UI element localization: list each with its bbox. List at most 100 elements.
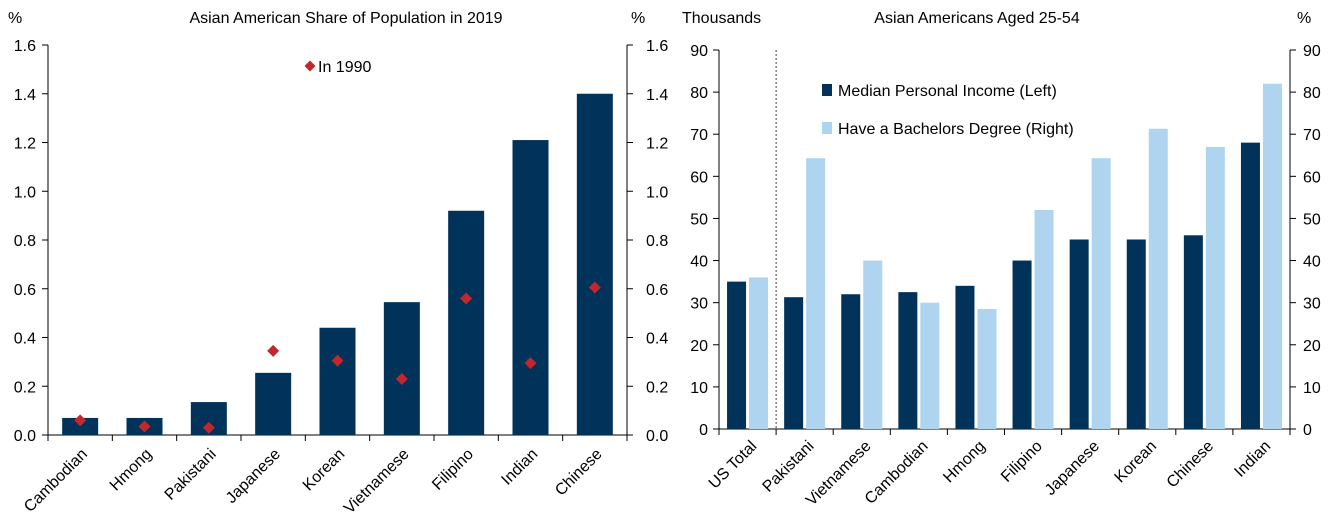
right-chart-bar-bachelors-korean: [1148, 128, 1168, 429]
right-chart-bar-income-korean: [1126, 239, 1146, 429]
left-chart-ytick-left-label: 0.6: [14, 282, 36, 299]
right-chart-bar-income-cambodian: [898, 292, 918, 429]
right-chart-ytick-left-label: 40: [690, 254, 708, 271]
right-chart-bar-income-vietnamese: [841, 294, 861, 429]
left-chart-category-label: Pakistani: [162, 446, 220, 504]
right-chart-ytick-right-label: 10: [1303, 380, 1321, 397]
left-chart-category-label: Hmong: [107, 446, 155, 494]
right-chart-ytick-right-label: 20: [1303, 338, 1321, 355]
right-chart-bar-bachelors-vietnamese: [863, 260, 883, 429]
right-chart-legend-income-label: Median Personal Income (Left): [838, 83, 1057, 100]
left-chart-ytick-right-label: 0.2: [646, 379, 668, 396]
right-chart-left-axis-unit: Thousands: [682, 10, 761, 27]
left-chart-bar-filipino: [448, 210, 485, 435]
right-chart-title: Asian Americans Aged 25-54: [874, 10, 1080, 27]
right-chart-ytick-left-label: 30: [690, 296, 708, 313]
right-chart-ytick-left-label: 70: [690, 127, 708, 144]
left-chart-marker-1990-vietnamese: [395, 372, 408, 385]
left-chart-category-label: Filipino: [429, 446, 477, 494]
left-chart-ytick-right-label: 0.4: [646, 331, 668, 348]
right-chart-bar-bachelors-hmong: [977, 308, 997, 429]
right-chart-category-label: Japanese: [1042, 438, 1103, 499]
right-chart-bar-income-indian: [1240, 142, 1260, 429]
right-chart-bar-bachelors-cambodian: [920, 302, 940, 429]
right-chart-bar-income-japanese: [1069, 239, 1089, 429]
right-chart-bar-income-hmong: [955, 285, 975, 429]
left-chart-marker-1990-japanese: [267, 344, 280, 357]
right-chart-category-label: Chinese: [1164, 438, 1218, 492]
right-chart-category-label: Pakistani: [760, 438, 818, 496]
left-chart-ytick-right-label: 1.0: [646, 184, 668, 201]
left-chart-ytick-left-label: 1.0: [14, 184, 36, 201]
left-chart-bar-cambodian: [62, 417, 99, 435]
right-chart-category-label: US Total: [706, 438, 761, 493]
left-chart-ytick-right-label: 0.6: [646, 282, 668, 299]
left-chart-ytick-left-label: 1.4: [14, 87, 36, 104]
right-chart-ytick-left-label: 10: [690, 380, 708, 397]
right-chart-bar-income-pakistani: [784, 297, 804, 429]
left-chart-right-axis-unit: %: [631, 10, 645, 27]
left-chart-marker-1990-chinese: [588, 281, 601, 294]
left-chart-ytick-left-label: 1.6: [14, 38, 36, 55]
right-chart-ytick-right-label: 30: [1303, 296, 1321, 313]
left-chart-legend-label: In 1990: [318, 59, 371, 76]
left-chart-category-label: Vietnamese: [341, 446, 413, 518]
right-chart-ytick-left-label: 90: [690, 43, 708, 60]
right-chart-category-label: Korean: [1112, 438, 1161, 487]
right-chart-bar-bachelors-pakistani: [806, 158, 826, 429]
left-chart-bar-korean: [319, 327, 356, 435]
right-chart-category-label: Hmong: [940, 438, 988, 486]
right-chart-ytick-right-label: 70: [1303, 127, 1321, 144]
right-chart: 0 0 10 10 20 20 30 30 40 40 50 50 60 60 70 70 80 80 90 90 US…: [690, 43, 1321, 509]
right-chart-ytick-right-label: 50: [1303, 211, 1321, 228]
right-chart-legend-bachelors-label: Have a Bachelors Degree (Right): [838, 121, 1074, 138]
left-chart-bar-indian: [512, 140, 549, 435]
right-chart-bar-bachelors-filipino: [1034, 210, 1054, 429]
right-chart-ytick-left-label: 20: [690, 338, 708, 355]
left-chart-ytick-right-label: 1.2: [646, 136, 668, 153]
right-chart-bar-income-us-total: [727, 281, 747, 429]
right-chart-ytick-left-label: 0: [699, 422, 708, 439]
left-chart-marker-1990-cambodian: [74, 414, 87, 427]
left-chart-ytick-left-label: 0.2: [14, 379, 36, 396]
left-chart-ytick-right-label: 1.4: [646, 87, 668, 104]
right-chart-ytick-right-label: 80: [1303, 85, 1321, 102]
left-chart-bar-chinese: [576, 93, 613, 435]
right-chart-bar-income-chinese: [1183, 235, 1203, 429]
left-chart-category-label: Japanese: [223, 446, 284, 507]
left-chart-ytick-left-label: 0.8: [14, 233, 36, 250]
right-chart-bar-bachelors-chinese: [1205, 146, 1225, 429]
left-chart-left-axis-unit: %: [8, 10, 22, 27]
right-chart-ytick-left-label: 50: [690, 211, 708, 228]
left-chart-ytick-left-label: 1.2: [14, 136, 36, 153]
left-chart-marker-1990-indian: [524, 357, 537, 370]
right-chart-legend-bachelors-swatch: [822, 122, 832, 134]
left-chart-marker-1990-filipino: [460, 292, 473, 305]
right-chart-ytick-right-label: 90: [1303, 43, 1321, 60]
left-chart-ytick-right-label: 0.8: [646, 233, 668, 250]
left-chart-ytick-right-label: 1.6: [646, 38, 668, 55]
right-chart-ytick-right-label: 40: [1303, 254, 1321, 271]
left-chart: 0.0 0.0 0.2 0.2 0.4 0.4 0.6 0.6 0.8 0.8 1.0 1.0 1.2 1…: [14, 38, 669, 517]
right-chart-bar-income-filipino: [1012, 260, 1032, 429]
left-chart-legend-marker: [304, 60, 316, 72]
left-chart-marker-1990-hmong: [138, 420, 151, 433]
left-chart-ytick-left-label: 0.4: [14, 331, 36, 348]
left-chart-bar-japanese: [255, 372, 292, 435]
left-chart-category-label: Indian: [498, 446, 541, 489]
right-chart-bar-bachelors-japanese: [1091, 158, 1111, 429]
right-chart-bar-bachelors-indian: [1262, 83, 1282, 429]
right-chart-ytick-right-label: 60: [1303, 169, 1321, 186]
left-chart-title: Asian American Share of Population in 20…: [189, 10, 502, 27]
left-chart-ytick-right-label: 0.0: [646, 428, 668, 445]
right-chart-category-label: Indian: [1231, 438, 1274, 481]
left-chart-category-label: Cambodian: [21, 446, 91, 516]
right-chart-bar-bachelors-us-total: [749, 277, 769, 429]
right-chart-ytick-right-label: 0: [1303, 422, 1312, 439]
left-chart-marker-1990-korean: [331, 354, 344, 367]
right-chart-legend-income-swatch: [822, 84, 832, 96]
right-chart-category-label: Filipino: [998, 438, 1046, 486]
left-chart-category-label: Chinese: [552, 446, 606, 500]
right-chart-ytick-left-label: 60: [690, 169, 708, 186]
